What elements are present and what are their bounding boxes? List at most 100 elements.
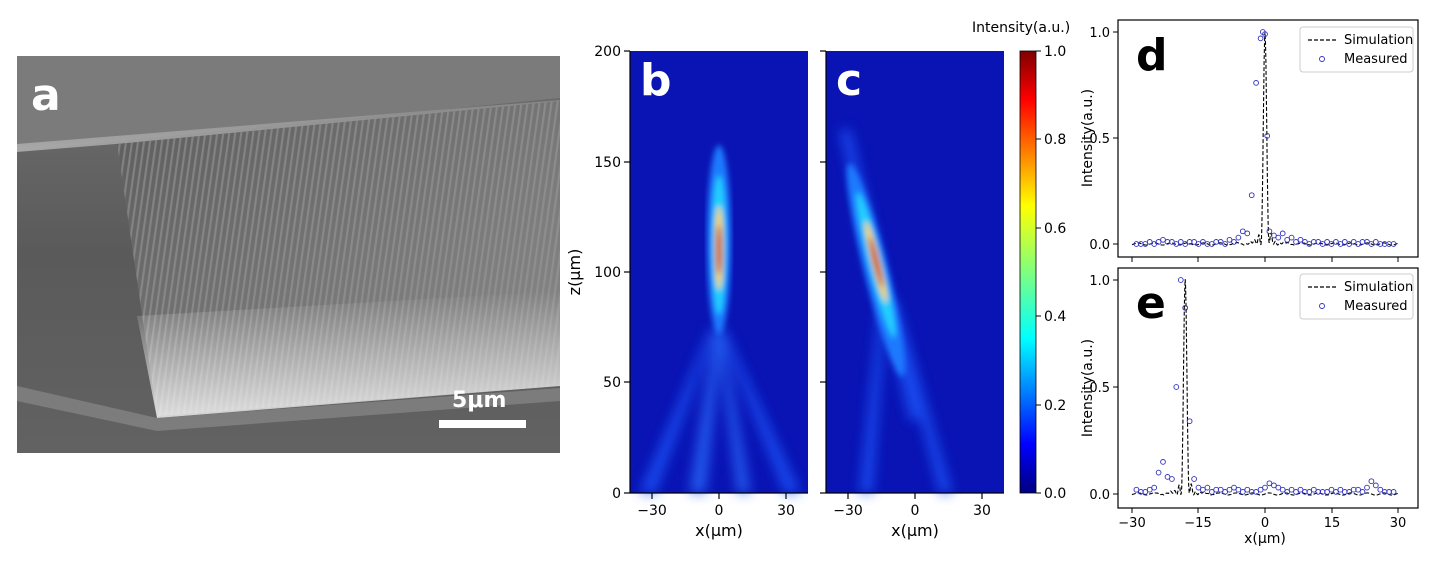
measured-point — [1217, 486, 1224, 493]
xtick-e-3: 15 — [1324, 516, 1341, 531]
panel-label-b: b — [640, 55, 672, 106]
legend-e-simulation: Simulation — [1344, 280, 1413, 295]
measured-point — [1364, 239, 1370, 245]
measured-point — [1297, 236, 1304, 243]
panel-label-c: c — [836, 55, 862, 106]
measured-point — [1169, 476, 1175, 482]
heatmap-b — [630, 51, 808, 493]
xtick-e-4: 30 — [1390, 516, 1407, 531]
ytick-e-1: 0.5 — [1089, 381, 1110, 396]
plot-d — [1131, 29, 1399, 247]
measured-point — [1377, 486, 1384, 493]
plot-e — [1131, 277, 1399, 496]
measured-point — [1346, 489, 1353, 495]
measured-point — [1226, 236, 1233, 243]
measured-point — [1333, 239, 1339, 245]
xlabel-c: x(μm) — [891, 521, 939, 540]
measured-point — [1337, 486, 1344, 493]
legend-d: Simulation Measured — [1299, 26, 1414, 73]
panel-label-e: e — [1136, 278, 1166, 329]
xtick-c-1: 0 — [911, 503, 920, 519]
profile-figure: 0.0 0.5 1.0 0.0 0.5 1.0 −30 −15 0 15 30 … — [1080, 19, 1419, 547]
ytick-e-0: 0.0 — [1089, 488, 1110, 503]
xlabel-b: x(μm) — [695, 521, 743, 540]
measured-point — [1160, 236, 1166, 243]
measured-point — [1266, 480, 1273, 487]
measured-point — [1133, 486, 1140, 493]
measured-point — [1306, 489, 1313, 495]
ytick-b-4: 200 — [594, 44, 621, 60]
measured-point — [1328, 486, 1335, 493]
measured-point — [1390, 489, 1397, 495]
scale-bar-label: 5μm — [452, 388, 507, 413]
sem-image: a 5μm — [17, 56, 560, 453]
measured-point — [1195, 484, 1202, 491]
measured-point — [1288, 234, 1295, 241]
measured-point — [1253, 489, 1259, 495]
measured-point — [1271, 482, 1277, 489]
sem-image-drawing — [17, 56, 560, 453]
plot-e-frame — [1117, 267, 1419, 509]
measured-point — [1346, 241, 1353, 247]
measured-point — [1257, 35, 1264, 42]
cbar-tick-5: 1.0 — [1044, 44, 1066, 60]
measured-point — [1177, 239, 1184, 245]
measured-point — [1200, 239, 1206, 245]
measured-point — [1146, 486, 1153, 493]
measured-point — [1302, 239, 1308, 245]
panel-label-d: d — [1136, 30, 1168, 81]
measured-point — [1231, 484, 1237, 491]
measured-point — [1244, 230, 1251, 237]
measured-point — [1293, 489, 1299, 495]
measured-point — [1182, 304, 1189, 311]
measured-point — [1155, 239, 1162, 245]
measured-point — [1186, 418, 1193, 425]
scale-bar — [439, 420, 526, 428]
measured-point — [1142, 489, 1149, 495]
measured-point — [1355, 486, 1361, 493]
measured-point — [1239, 489, 1246, 495]
measured-point — [1191, 239, 1197, 245]
ytick-b-0: 0 — [612, 486, 621, 502]
measured-point — [1333, 489, 1339, 495]
measured-point — [1257, 486, 1264, 493]
ytick-d-0: 0.0 — [1089, 238, 1110, 253]
measured-point — [1195, 241, 1202, 247]
measured-point — [1372, 482, 1379, 489]
measured-point — [1155, 469, 1162, 476]
measured-point — [1266, 228, 1273, 235]
ylabel-heatmap: z(μm) — [565, 249, 584, 296]
measured-point — [1310, 486, 1317, 493]
ytick-e-2: 1.0 — [1089, 274, 1110, 289]
measured-point — [1231, 239, 1237, 245]
measured-point — [1279, 230, 1286, 237]
colorbar-label: Intensity(a.u.) — [972, 20, 1070, 36]
measured-point — [1204, 484, 1211, 491]
xtick-e-0: −30 — [1118, 516, 1145, 531]
legend-e: Simulation Measured — [1299, 273, 1414, 320]
xtick-b-0: −30 — [637, 503, 667, 519]
measured-point — [1324, 489, 1330, 495]
measured-point — [1222, 241, 1228, 247]
xlabel-e: x(μm) — [1244, 531, 1286, 547]
measured-point — [1279, 486, 1286, 493]
measured-point — [1253, 80, 1259, 86]
measured-point — [1173, 384, 1180, 390]
cbar-tick-3: 0.6 — [1044, 221, 1066, 237]
measured-point — [1164, 474, 1171, 480]
colorbar: 0.0 0.2 0.4 0.6 0.8 1.0 Intensity(a.u.) — [972, 20, 1070, 502]
measured-point — [1315, 239, 1322, 245]
measured-point — [1217, 239, 1224, 245]
measured-point — [1372, 239, 1379, 245]
measured-point — [1151, 241, 1158, 247]
measured-point — [1364, 484, 1370, 491]
measured-point — [1177, 277, 1184, 283]
measured-point — [1368, 241, 1375, 247]
measured-point — [1368, 478, 1375, 485]
measured-point — [1173, 241, 1180, 247]
measured-point — [1142, 241, 1149, 247]
ylabel-e: Intensity(a.u.) — [1080, 339, 1096, 437]
measured-point — [1235, 486, 1242, 493]
measured-point — [1262, 31, 1268, 37]
ytick-d-2: 1.0 — [1089, 26, 1110, 41]
